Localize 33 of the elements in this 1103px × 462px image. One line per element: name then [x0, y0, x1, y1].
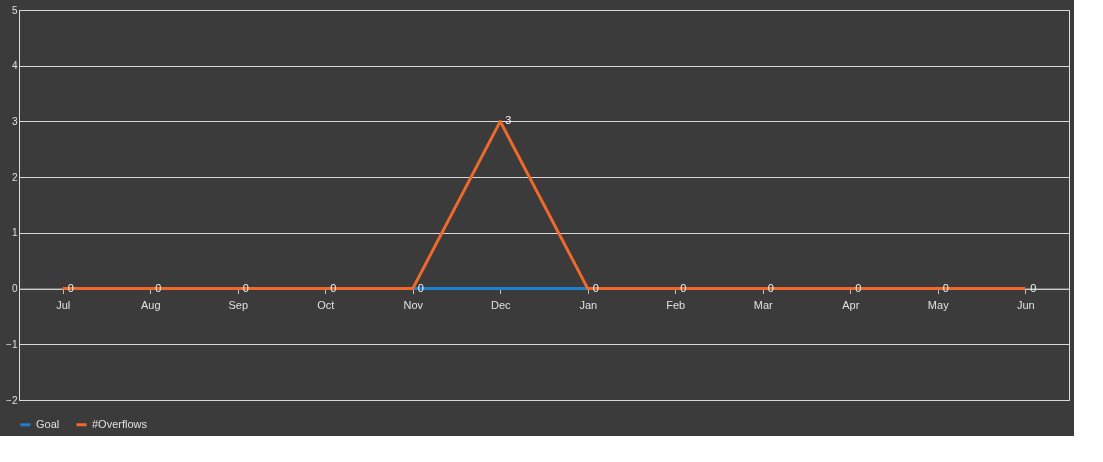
- x-tick-label: Jan: [579, 299, 598, 312]
- y-tick-label: 0: [11, 283, 18, 295]
- x-tick-label: Dec: [490, 299, 512, 312]
- data-label: 0: [155, 281, 162, 294]
- y-tick-label: −2: [6, 394, 18, 406]
- y-tick-label: 4: [11, 60, 18, 72]
- x-tick-label: Sep: [228, 299, 249, 312]
- data-label: 0: [942, 281, 949, 294]
- data-label: 0: [680, 281, 687, 294]
- legend-label: Goal: [36, 417, 60, 430]
- data-label: 0: [767, 281, 774, 294]
- y-tick-label: 2: [11, 171, 18, 183]
- legend-label: #Overflows: [92, 417, 148, 430]
- data-label: 0: [592, 281, 599, 294]
- x-tick-label: May: [927, 299, 950, 312]
- x-tick-label: Jun: [1016, 299, 1035, 312]
- y-tick-label: 1: [11, 227, 18, 239]
- y-tick-label: 3: [11, 115, 18, 127]
- y-tick-label: −1: [6, 338, 18, 350]
- x-tick-label: Oct: [317, 299, 335, 312]
- x-tick-label: Mar: [753, 299, 774, 312]
- x-tick-label: Jul: [56, 299, 71, 312]
- data-label: 0: [67, 281, 74, 294]
- data-label: 0: [330, 281, 337, 294]
- x-tick-label: Nov: [403, 299, 424, 312]
- x-tick-label: Feb: [666, 299, 686, 312]
- data-label: 3: [505, 114, 512, 127]
- y-tick-label: 5: [11, 4, 18, 16]
- data-label: 0: [417, 281, 424, 294]
- data-label: 0: [242, 281, 249, 294]
- x-tick-label: Apr: [842, 299, 860, 312]
- data-label: 0: [855, 281, 862, 294]
- x-tick-label: Aug: [140, 299, 161, 312]
